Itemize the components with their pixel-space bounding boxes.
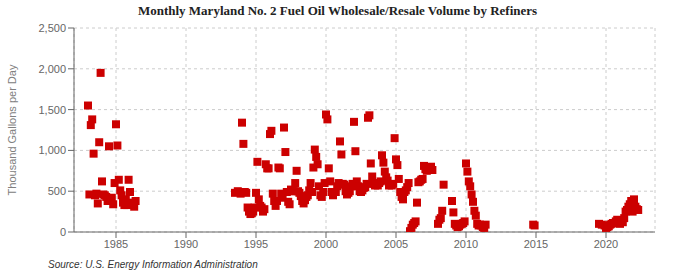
svg-text:1985: 1985 <box>104 238 128 250</box>
svg-text:1990: 1990 <box>174 238 198 250</box>
svg-text:0: 0 <box>60 226 66 238</box>
html-text:Source: U.S. Energy Informatio: Source: U.S. Energy Information Administ… <box>48 259 258 270</box>
svg-text:2,000: 2,000 <box>38 63 66 75</box>
svg-text:2020: 2020 <box>594 238 618 250</box>
svg-text:2005: 2005 <box>384 238 408 250</box>
svg-text:Thousand Gallons per Day: Thousand Gallons per Day <box>8 64 18 195</box>
html-text:Monthly Maryland No. 2 Fuel Oi: Monthly Maryland No. 2 Fuel Oil Wholesal… <box>137 3 538 18</box>
svg-text:1995: 1995 <box>244 238 268 250</box>
svg-text:2000: 2000 <box>314 238 338 250</box>
svg-text:2,500: 2,500 <box>38 22 66 34</box>
svg-text:1,000: 1,000 <box>38 144 66 156</box>
svg-text:1,500: 1,500 <box>38 104 66 116</box>
svg-text:2010: 2010 <box>454 238 478 250</box>
svg-text:2015: 2015 <box>524 238 548 250</box>
svg-text:500: 500 <box>48 185 66 197</box>
